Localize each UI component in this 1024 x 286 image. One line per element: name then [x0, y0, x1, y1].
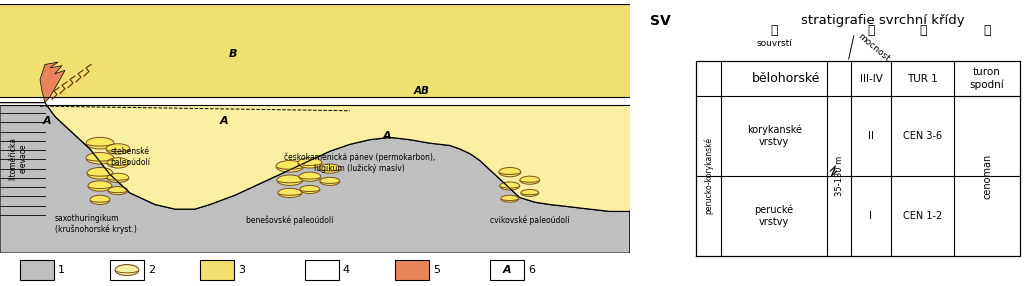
- Text: A: A: [383, 131, 391, 141]
- Ellipse shape: [500, 182, 520, 190]
- Text: perucké
vrstvy: perucké vrstvy: [755, 205, 794, 227]
- Text: A: A: [43, 116, 51, 126]
- Bar: [20, 260, 54, 280]
- Bar: [0, 97, 630, 105]
- Text: II: II: [868, 131, 873, 141]
- Text: perucko-korykanské: perucko-korykanské: [703, 138, 713, 214]
- Text: turon
spodní: turon spodní: [970, 67, 1005, 90]
- Ellipse shape: [106, 158, 129, 168]
- Ellipse shape: [298, 158, 322, 168]
- Text: CEN 1-2: CEN 1-2: [903, 211, 942, 221]
- Ellipse shape: [299, 172, 321, 181]
- Ellipse shape: [300, 185, 319, 194]
- Ellipse shape: [86, 137, 114, 149]
- Ellipse shape: [520, 176, 540, 184]
- Ellipse shape: [88, 181, 112, 191]
- Text: stebenské
paleoúdolí: stebenské paleoúdolí: [110, 147, 150, 167]
- Ellipse shape: [319, 177, 340, 185]
- Ellipse shape: [86, 152, 114, 164]
- Polygon shape: [0, 103, 630, 211]
- Text: SV: SV: [650, 14, 671, 28]
- Text: saxothuringikum
(krušnohorské kryst.): saxothuringikum (krušnohorské kryst.): [55, 214, 137, 234]
- Text: bělohorské: bělohorské: [752, 72, 820, 85]
- Text: 6: 6: [527, 265, 535, 275]
- Ellipse shape: [115, 265, 139, 275]
- Ellipse shape: [278, 188, 302, 198]
- Text: 5: 5: [433, 265, 440, 275]
- Ellipse shape: [501, 195, 519, 202]
- Bar: [489, 260, 524, 280]
- Text: 4: 4: [343, 265, 350, 275]
- Text: českokamenická pánev (permokarbon),
lugikum (lužický masív): českokamenická pánev (permokarbon), lugi…: [285, 153, 435, 173]
- Bar: [110, 260, 144, 280]
- Text: ⓑ: ⓑ: [867, 23, 874, 37]
- Ellipse shape: [275, 160, 304, 172]
- Text: I: I: [869, 211, 872, 221]
- Text: ⓒ: ⓒ: [919, 23, 927, 37]
- Text: cvikovské paleoúdolí: cvikovské paleoúdolí: [490, 216, 569, 225]
- Polygon shape: [0, 103, 630, 253]
- Text: III-IV: III-IV: [859, 74, 883, 84]
- Text: benešovské paleoúdolí: benešovské paleoúdolí: [246, 216, 334, 225]
- Ellipse shape: [318, 164, 341, 173]
- Bar: [305, 260, 339, 280]
- Text: CEN 3-6: CEN 3-6: [903, 131, 942, 141]
- Ellipse shape: [521, 189, 539, 196]
- Text: stratigrafie svrchní křídy: stratigrafie svrchní křídy: [802, 14, 965, 27]
- Text: 35-130 m: 35-130 m: [835, 156, 844, 196]
- Text: B: B: [228, 49, 238, 59]
- Text: 1: 1: [58, 265, 65, 275]
- Ellipse shape: [106, 173, 129, 182]
- Text: souvrstí: souvrstí: [757, 39, 793, 47]
- Ellipse shape: [499, 168, 521, 177]
- Text: A: A: [503, 265, 511, 275]
- Ellipse shape: [108, 186, 128, 195]
- Ellipse shape: [105, 144, 130, 154]
- Ellipse shape: [276, 175, 303, 185]
- Bar: [395, 260, 429, 280]
- Text: ⓐ: ⓐ: [770, 23, 778, 37]
- Text: 3: 3: [238, 265, 245, 275]
- Bar: [0, 4, 630, 97]
- Text: cenoman: cenoman: [982, 153, 992, 198]
- Ellipse shape: [87, 168, 113, 179]
- Text: TUR 1: TUR 1: [907, 74, 938, 84]
- Polygon shape: [40, 62, 65, 103]
- Text: 2: 2: [147, 265, 155, 275]
- Ellipse shape: [90, 195, 110, 204]
- Text: ⓓ: ⓓ: [983, 23, 991, 37]
- Bar: [200, 260, 233, 280]
- Text: AB: AB: [414, 86, 430, 96]
- Text: A: A: [219, 116, 228, 126]
- Text: mocnost: mocnost: [856, 32, 891, 64]
- Text: korykanské
vrstvy: korykanské vrstvy: [746, 125, 802, 147]
- Text: litoměřická
elevace: litoměřická elevace: [8, 137, 28, 180]
